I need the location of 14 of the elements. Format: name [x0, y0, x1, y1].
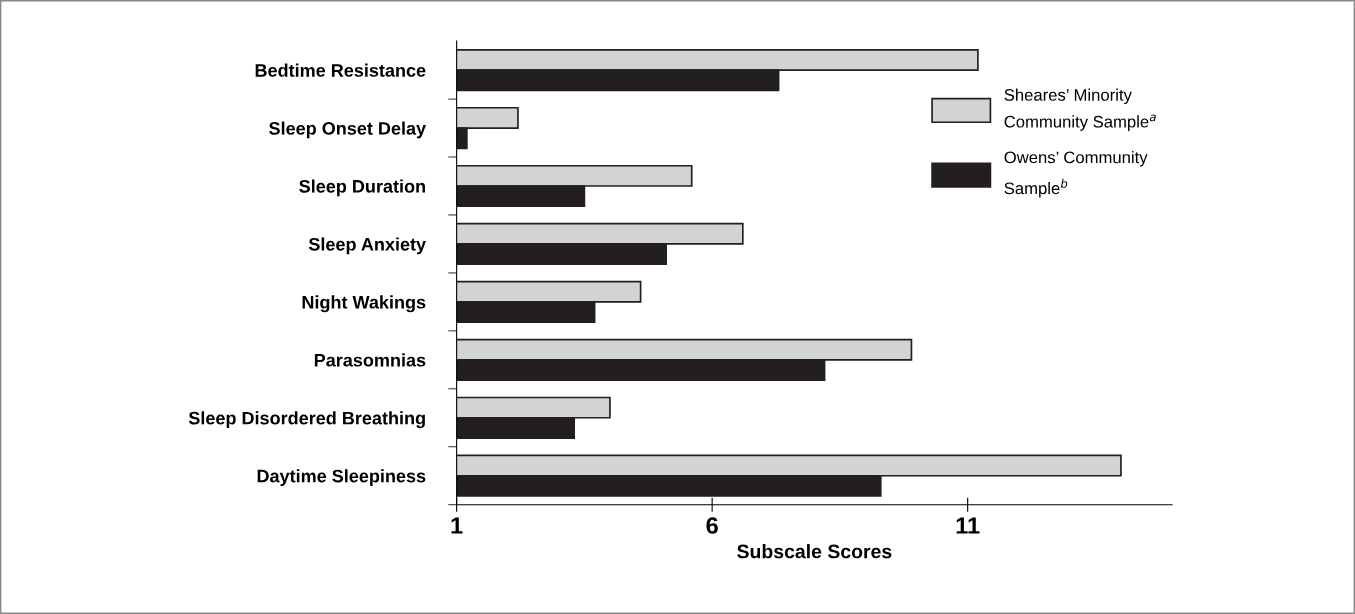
y-tick-label: Sleep Anxiety	[308, 237, 426, 255]
y-tick-label: Parasomnias	[314, 353, 426, 367]
y-tick-label: Sleep Duration	[299, 179, 425, 197]
x-tick-label: 11	[956, 517, 980, 534]
y-tick-label: Sleep Onset Delay	[269, 121, 426, 139]
x-tick-label: 1	[451, 517, 463, 534]
x-axis-title: Subscale Scores	[737, 544, 892, 559]
y-tick-label: Night Wakings	[302, 295, 426, 313]
y-tick-label: Sleep Disordered Breathing	[188, 411, 425, 429]
y-tick-label: Daytime Sleepiness	[257, 469, 426, 487]
legend-label: Owens’ Community Sample$^{b}$	[1004, 151, 1148, 198]
x-tick-label: 6	[706, 517, 718, 534]
legend-label: Sheares’ Minority Community Sample$^{a}$	[1004, 88, 1156, 131]
y-tick-label: Bedtime Resistance	[255, 63, 426, 77]
